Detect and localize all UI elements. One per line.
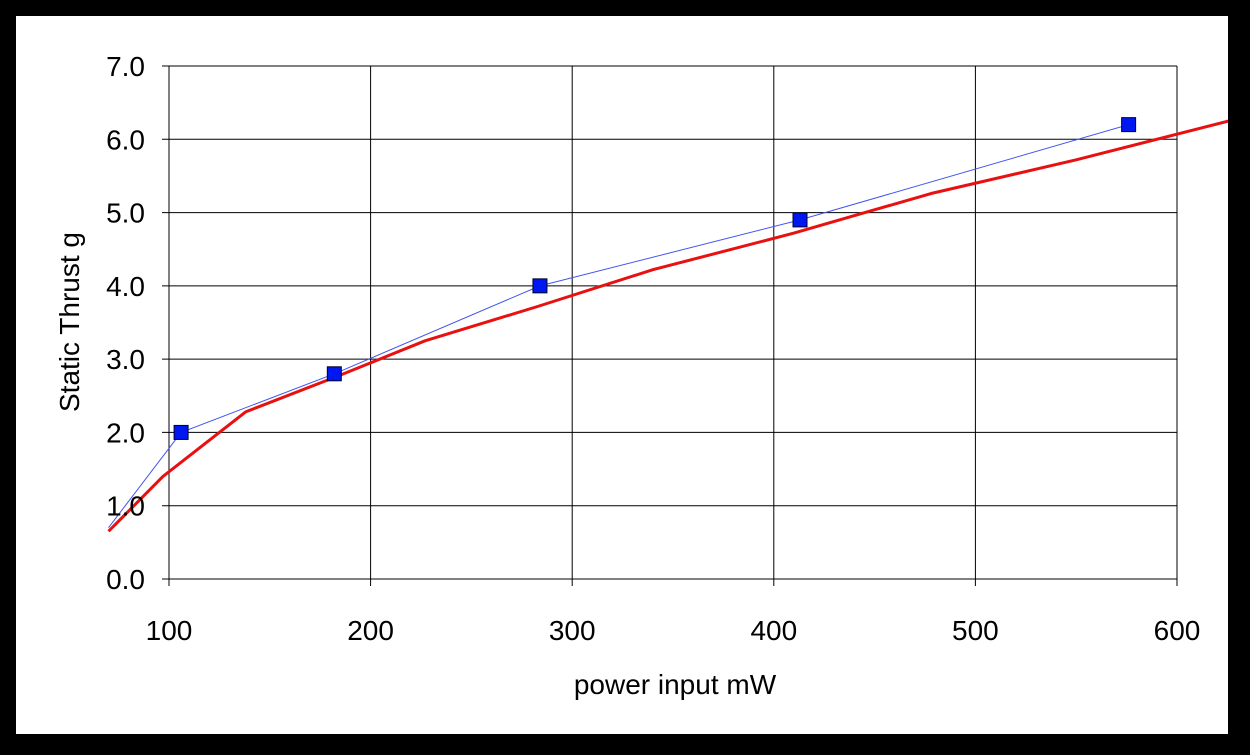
grid [162, 65, 1178, 586]
measured-point-marker [326, 366, 342, 382]
y-tick-label: 7.0 [106, 51, 145, 82]
x-tick-label: 600 [1154, 615, 1201, 646]
tick-labels: 0.0 1.0 2.0 3.0 4.0 5.0 6.0 7.0 100 200 300 400 500 6… [106, 51, 1200, 646]
measured-point-marker [1121, 117, 1137, 133]
x-tick-label: 200 [347, 615, 394, 646]
y-tick-label: 0.0 [106, 564, 145, 595]
series-layer [107, 117, 1228, 533]
x-tick-label: 400 [750, 615, 797, 646]
y-tick-label: 2.0 [106, 417, 145, 448]
y-tick-label: 5.0 [106, 198, 145, 229]
y-tick-label: 1.0 [106, 491, 145, 522]
y-axis-title: Static Thrust g [54, 232, 85, 412]
measured-connector-line [108, 124, 1129, 529]
x-axis-title: power input mW [574, 669, 777, 700]
x-tick-label: 500 [952, 615, 999, 646]
series-group [107, 117, 1228, 533]
y-tick-label: 6.0 [106, 124, 145, 155]
measured-point-marker [173, 424, 189, 440]
x-tick-label: 300 [549, 615, 596, 646]
y-tick-label: 4.0 [106, 271, 145, 302]
chart-background [16, 16, 1228, 734]
fit-curve-line [107, 119, 1228, 533]
measured-point-marker [532, 278, 548, 294]
measured-point-marker [792, 212, 808, 228]
y-tick-label: 3.0 [106, 344, 145, 375]
x-tick-label: 100 [146, 615, 193, 646]
